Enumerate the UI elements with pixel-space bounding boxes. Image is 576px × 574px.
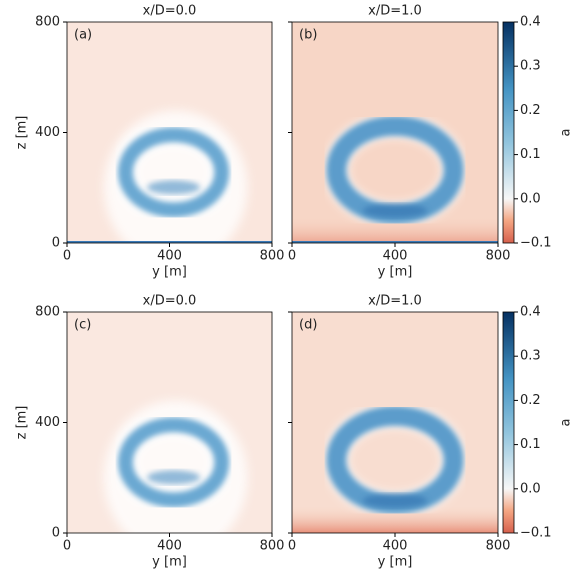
x-tick-label: 800: [486, 539, 511, 554]
ground-line: [67, 241, 272, 243]
panel-title: x/D=1.0: [368, 294, 422, 309]
y-tick-label: 800: [35, 15, 60, 30]
panel-label: (d): [299, 318, 317, 333]
heatmap: [292, 22, 498, 243]
x-tick-label: 0: [63, 249, 71, 264]
colorbar-tick-label: 0.3: [520, 59, 541, 74]
colorbar-tick-label: 0.2: [520, 393, 541, 408]
ground-line: [292, 241, 498, 243]
y-tick-label: 400: [35, 125, 60, 140]
colorbar-tick-label: 0.1: [520, 147, 541, 162]
colorbar-tick-label: −0.1: [520, 236, 552, 251]
heatmap: [67, 312, 272, 533]
x-tick-label: 400: [383, 539, 408, 554]
colorbar-tick-label: −0.1: [520, 526, 552, 541]
heatmap: [292, 312, 498, 533]
y-tick-label: 400: [35, 415, 60, 430]
x-tick-label: 0: [288, 249, 296, 264]
colorbar: [502, 311, 515, 534]
colorbar-label: a: [559, 419, 574, 427]
ring-core: [362, 203, 428, 218]
ring-core: [147, 180, 201, 195]
panel-label: (c): [74, 318, 91, 333]
x-tick-label: 400: [383, 249, 408, 264]
colorbar-tick-label: 0.2: [520, 103, 541, 118]
ring-core: [147, 470, 201, 485]
y-tick-label: 800: [35, 305, 60, 320]
x-axis-label: y [m]: [152, 265, 187, 280]
y-axis-label: z [m]: [15, 406, 30, 440]
panel-title: x/D=0.0: [143, 294, 197, 309]
y-axis-label: z [m]: [15, 116, 30, 150]
panel-title: x/D=1.0: [368, 4, 422, 19]
x-axis-label: y [m]: [378, 265, 413, 280]
x-tick-label: 800: [260, 249, 285, 264]
x-tick-label: 0: [63, 539, 71, 554]
colorbar-label: a: [559, 129, 574, 137]
y-tick-label: 0: [52, 236, 60, 251]
colorbar-tick-label: 0.4: [520, 305, 541, 320]
colorbar-tick-label: 0.4: [520, 15, 541, 30]
x-tick-label: 0: [288, 539, 296, 554]
x-tick-label: 800: [260, 539, 285, 554]
colorbar-tick-label: 0.1: [520, 437, 541, 452]
ring: [117, 127, 230, 218]
x-tick-label: 400: [157, 539, 182, 554]
panel-label: (a): [74, 28, 92, 43]
ring: [117, 417, 230, 508]
panel-title: x/D=0.0: [143, 4, 197, 19]
x-axis-label: y [m]: [152, 555, 187, 570]
x-tick-label: 800: [486, 249, 511, 264]
ring-core: [362, 493, 428, 508]
x-axis-label: y [m]: [378, 555, 413, 570]
y-tick-label: 0: [52, 526, 60, 541]
colorbar: [502, 21, 515, 244]
x-tick-label: 400: [157, 249, 182, 264]
colorbar-tick-label: 0.0: [520, 481, 541, 496]
heatmap: [67, 22, 272, 243]
colorbar-tick-label: 0.3: [520, 349, 541, 364]
colorbar-tick-label: 0.0: [520, 191, 541, 206]
panel-label: (b): [299, 28, 317, 43]
